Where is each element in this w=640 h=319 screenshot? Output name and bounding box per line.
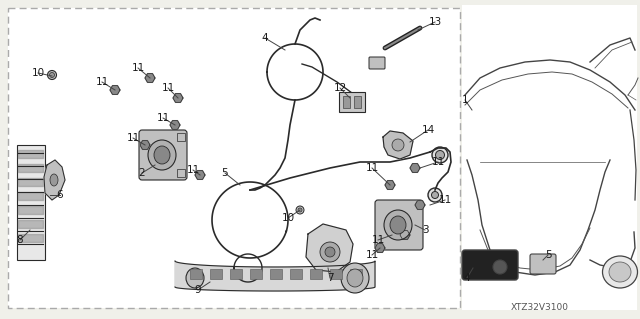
Polygon shape (415, 201, 425, 209)
Text: 11: 11 (95, 77, 109, 87)
Text: 9: 9 (195, 285, 202, 295)
FancyBboxPatch shape (339, 92, 365, 112)
Ellipse shape (347, 269, 363, 287)
Text: 4: 4 (464, 273, 470, 283)
Text: 10: 10 (31, 68, 45, 78)
FancyBboxPatch shape (369, 57, 385, 69)
Ellipse shape (428, 188, 442, 202)
FancyBboxPatch shape (530, 254, 556, 274)
Polygon shape (385, 181, 395, 189)
Bar (310, 269, 322, 279)
Bar (330, 269, 342, 279)
Text: 11: 11 (126, 133, 140, 143)
Bar (177, 133, 185, 141)
Polygon shape (145, 74, 155, 82)
Text: 7: 7 (326, 273, 333, 283)
Bar (270, 269, 282, 279)
Text: 8: 8 (17, 235, 23, 245)
Ellipse shape (47, 70, 56, 79)
Text: 11: 11 (186, 165, 200, 175)
Text: 2: 2 (139, 168, 145, 178)
Ellipse shape (609, 262, 631, 282)
Text: 14: 14 (421, 125, 435, 135)
Text: 11: 11 (431, 157, 445, 167)
Bar (8, 8, 460, 308)
Text: 11: 11 (161, 83, 175, 93)
Bar (250, 269, 262, 279)
Ellipse shape (298, 208, 302, 212)
Ellipse shape (320, 242, 340, 262)
Ellipse shape (431, 191, 438, 198)
Polygon shape (375, 244, 385, 252)
Polygon shape (410, 164, 420, 172)
Text: 13: 13 (428, 17, 442, 27)
Text: 6: 6 (57, 190, 63, 200)
Ellipse shape (435, 151, 445, 160)
Ellipse shape (432, 147, 448, 163)
Ellipse shape (50, 174, 58, 186)
Polygon shape (306, 224, 353, 272)
Ellipse shape (602, 256, 637, 288)
Polygon shape (140, 141, 150, 149)
Ellipse shape (384, 210, 412, 240)
Bar (177, 169, 185, 177)
Text: 5: 5 (221, 168, 228, 178)
Bar (230, 269, 242, 279)
Ellipse shape (325, 247, 335, 257)
Polygon shape (400, 231, 410, 239)
Text: 11: 11 (365, 250, 379, 260)
Polygon shape (383, 131, 413, 159)
Polygon shape (170, 121, 180, 129)
Bar (190, 269, 202, 279)
Polygon shape (175, 261, 375, 291)
FancyBboxPatch shape (375, 200, 423, 250)
Text: 3: 3 (422, 225, 428, 235)
FancyBboxPatch shape (17, 145, 45, 260)
FancyBboxPatch shape (139, 130, 187, 180)
Text: 5: 5 (545, 250, 551, 260)
Text: 10: 10 (282, 213, 294, 223)
Bar (462, 5, 637, 310)
Polygon shape (173, 94, 183, 102)
Ellipse shape (296, 206, 304, 214)
Polygon shape (110, 86, 120, 94)
Text: 11: 11 (131, 63, 145, 73)
Text: 11: 11 (156, 113, 170, 123)
Text: 11: 11 (365, 163, 379, 173)
Ellipse shape (341, 263, 369, 293)
Ellipse shape (390, 216, 406, 234)
Ellipse shape (493, 260, 507, 274)
Ellipse shape (148, 140, 176, 170)
Ellipse shape (49, 72, 54, 78)
Polygon shape (44, 160, 65, 200)
Bar (354, 96, 361, 108)
Text: XTZ32V3100: XTZ32V3100 (511, 303, 569, 313)
Text: 11: 11 (371, 235, 385, 245)
Bar (290, 269, 302, 279)
FancyBboxPatch shape (462, 250, 518, 280)
Bar (210, 269, 222, 279)
Ellipse shape (154, 146, 170, 164)
Polygon shape (195, 171, 205, 179)
Ellipse shape (392, 139, 404, 151)
Ellipse shape (186, 268, 204, 288)
Bar (343, 96, 350, 108)
Text: 4: 4 (262, 33, 268, 43)
Text: 12: 12 (333, 83, 347, 93)
Text: 11: 11 (438, 195, 452, 205)
Bar (350, 269, 362, 279)
Text: 1: 1 (461, 95, 468, 105)
Bar (8, 8, 460, 308)
